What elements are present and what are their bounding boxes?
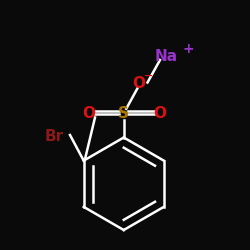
Text: Br: Br <box>44 129 63 144</box>
Text: Na: Na <box>155 49 178 64</box>
Text: −: − <box>144 71 154 81</box>
Text: +: + <box>183 42 194 56</box>
Text: O: O <box>154 106 166 121</box>
Text: O: O <box>82 106 95 121</box>
Text: S: S <box>118 106 129 121</box>
Text: O: O <box>132 76 145 91</box>
